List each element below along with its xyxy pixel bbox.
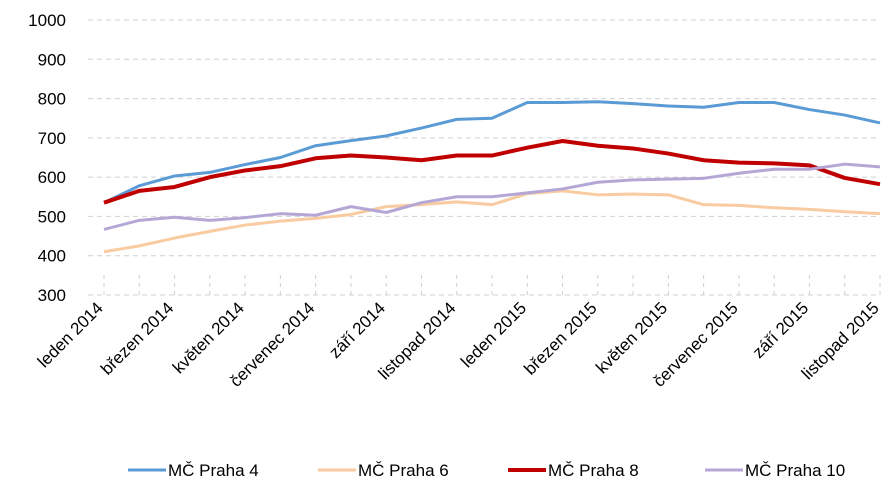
x-tick-label: březen 2015 <box>520 298 600 378</box>
y-tick-label: 300 <box>38 286 66 305</box>
y-tick-label: 700 <box>38 129 66 148</box>
series-line <box>103 139 881 205</box>
y-tick-label: 900 <box>38 50 66 69</box>
legend-label: MČ Praha 8 <box>548 461 639 480</box>
series-line <box>103 189 881 254</box>
series-line <box>103 162 881 231</box>
y-tick-label: 1000 <box>28 11 66 30</box>
y-tick-label: 400 <box>38 247 66 266</box>
y-tick-label: 800 <box>38 90 66 109</box>
y-tick-label: 600 <box>38 168 66 187</box>
x-tick-label: září 2015 <box>749 298 813 362</box>
legend-label: MČ Praha 4 <box>168 461 259 480</box>
x-tick-label: květen 2014 <box>169 298 248 377</box>
legend-label: MČ Praha 6 <box>358 461 449 480</box>
x-tick-label: květen 2015 <box>592 298 671 377</box>
x-tick-label: leden 2015 <box>457 298 530 371</box>
x-tick-label: leden 2014 <box>34 298 107 371</box>
series-line <box>103 100 881 205</box>
x-tick-label: září 2014 <box>325 298 389 362</box>
x-tick-label: březen 2014 <box>97 298 177 378</box>
y-tick-label: 500 <box>38 207 66 226</box>
legend-label: MČ Praha 10 <box>745 461 845 480</box>
